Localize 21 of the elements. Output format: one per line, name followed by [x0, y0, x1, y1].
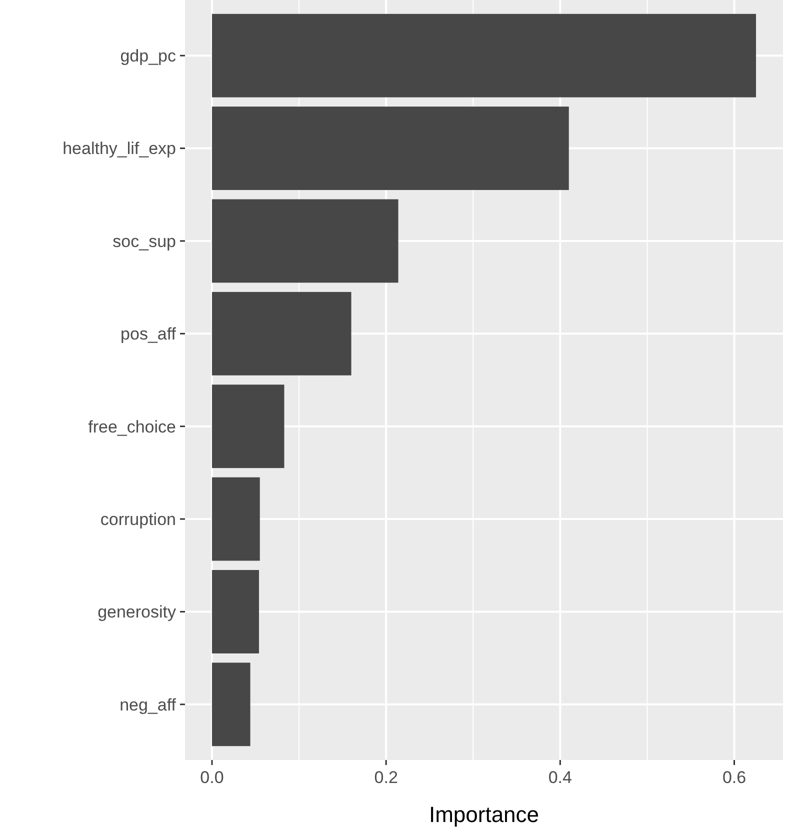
bar — [212, 477, 260, 561]
bar — [212, 199, 398, 283]
bar — [212, 384, 284, 468]
y-tick-label: healthy_lif_exp — [62, 139, 176, 158]
y-tick-label: free_choice — [88, 417, 176, 436]
y-tick-label: generosity — [98, 602, 176, 622]
x-axis-title: Importance — [428, 802, 540, 827]
y-tick-label: soc_sup — [112, 232, 176, 251]
y-tick-label: pos_aff — [120, 324, 176, 344]
y-tick-label: corruption — [100, 510, 176, 529]
x-tick-label: 0.4 — [548, 768, 572, 787]
y-tick-label: gdp_pc — [120, 46, 176, 66]
bar — [212, 14, 756, 98]
x-tick-label: 0.2 — [374, 768, 398, 787]
bar — [212, 292, 352, 376]
y-tick-label: neg_aff — [120, 695, 176, 714]
x-tick-label: 0.0 — [200, 768, 224, 787]
x-tick-label: 0.6 — [722, 768, 746, 787]
bar — [212, 106, 569, 190]
bar — [212, 662, 250, 746]
bar — [212, 570, 259, 654]
